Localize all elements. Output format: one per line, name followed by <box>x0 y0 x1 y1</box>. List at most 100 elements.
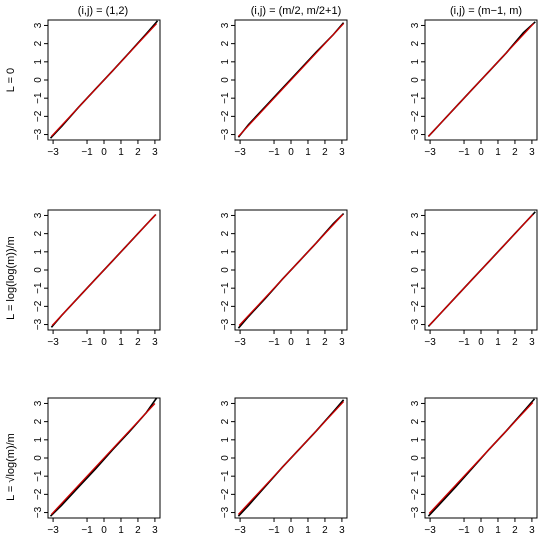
x-tick-label: 1 <box>305 525 311 536</box>
x-tick-label: 1 <box>118 147 124 158</box>
reference-line <box>428 214 534 326</box>
x-tick-label: −3 <box>234 147 246 158</box>
reference-line <box>50 23 158 137</box>
x-tick-label: −3 <box>234 525 246 536</box>
x-tick-label: 0 <box>288 337 294 348</box>
x-tick-label: 0 <box>288 525 294 536</box>
y-tick-label: 0 <box>33 77 44 83</box>
y-tick-label: 3 <box>410 400 421 406</box>
y-tick-label: 2 <box>410 40 421 46</box>
x-tick-label: 3 <box>529 147 535 158</box>
y-tick-label: 1 <box>220 249 231 255</box>
y-tick-label: 0 <box>220 267 231 273</box>
x-tick-label: 2 <box>322 525 328 536</box>
column-title-1: (i,j) = (1,2) <box>78 5 128 17</box>
x-tick-label: −3 <box>47 337 59 348</box>
y-tick-label: 1 <box>220 59 231 65</box>
y-tick-label: 2 <box>220 230 231 236</box>
y-tick-label: 2 <box>33 40 44 46</box>
x-tick-label: −1 <box>81 525 93 536</box>
y-tick-label: −1 <box>33 282 44 294</box>
x-tick-label: −1 <box>458 525 470 536</box>
y-tick-label: −3 <box>410 506 421 518</box>
y-tick-label: 1 <box>410 437 421 443</box>
x-tick-label: 0 <box>101 337 107 348</box>
x-tick-label: 0 <box>478 337 484 348</box>
row-label-1: L = 0 <box>5 68 17 92</box>
x-tick-label: 2 <box>135 147 141 158</box>
x-tick-label: −3 <box>424 147 436 158</box>
x-tick-label: 0 <box>478 147 484 158</box>
y-tick-label: −2 <box>33 300 44 312</box>
y-tick-label: −3 <box>33 128 44 140</box>
y-tick-label: 2 <box>220 418 231 424</box>
x-tick-label: 2 <box>512 337 518 348</box>
y-tick-label: 2 <box>33 230 44 236</box>
row-label-2: L = log(log(m))/m <box>5 236 17 320</box>
y-tick-label: −1 <box>33 92 44 104</box>
y-tick-label: 0 <box>410 267 421 273</box>
y-tick-label: −3 <box>33 506 44 518</box>
y-tick-label: −3 <box>410 128 421 140</box>
y-tick-label: 0 <box>33 455 44 461</box>
x-tick-label: 1 <box>305 147 311 158</box>
y-tick-label: −2 <box>410 110 421 122</box>
x-tick-label: −1 <box>458 147 470 158</box>
y-tick-label: 3 <box>33 22 44 28</box>
y-tick-label: 3 <box>220 400 231 406</box>
y-tick-label: −2 <box>220 300 231 312</box>
y-tick-label: 3 <box>33 400 44 406</box>
y-tick-label: 3 <box>220 212 231 218</box>
x-tick-label: 0 <box>478 525 484 536</box>
x-tick-label: 2 <box>322 147 328 158</box>
y-tick-label: 0 <box>410 455 421 461</box>
y-tick-label: 3 <box>220 22 231 28</box>
reference-line <box>427 23 535 137</box>
y-tick-label: −3 <box>220 318 231 330</box>
x-tick-label: −1 <box>268 525 280 536</box>
reference-line <box>238 214 344 326</box>
y-tick-label: 1 <box>33 59 44 65</box>
x-tick-label: 1 <box>118 337 124 348</box>
x-tick-label: −3 <box>47 525 59 536</box>
x-tick-label: 1 <box>118 525 124 536</box>
y-tick-label: 0 <box>33 267 44 273</box>
y-tick-label: −3 <box>410 318 421 330</box>
y-tick-label: 1 <box>410 59 421 65</box>
x-tick-label: 1 <box>495 337 501 348</box>
x-tick-label: 2 <box>512 525 518 536</box>
y-tick-label: −3 <box>220 128 231 140</box>
y-tick-label: 2 <box>410 230 421 236</box>
y-tick-label: −2 <box>220 110 231 122</box>
row-label-3: L = √log(m)/m <box>5 433 17 501</box>
x-tick-label: 3 <box>339 525 345 536</box>
reference-line <box>51 214 157 326</box>
y-tick-label: 1 <box>220 437 231 443</box>
x-tick-label: −1 <box>81 337 93 348</box>
x-tick-label: 3 <box>152 147 158 158</box>
y-tick-label: −1 <box>410 282 421 294</box>
x-tick-label: −3 <box>234 337 246 348</box>
y-tick-label: −2 <box>410 300 421 312</box>
x-tick-label: 3 <box>339 147 345 158</box>
y-tick-label: −1 <box>410 92 421 104</box>
x-tick-label: 3 <box>152 337 158 348</box>
x-tick-label: 3 <box>529 337 535 348</box>
y-tick-label: −3 <box>220 506 231 518</box>
y-tick-label: −2 <box>33 488 44 500</box>
x-tick-label: 2 <box>135 525 141 536</box>
y-tick-label: −2 <box>220 488 231 500</box>
x-tick-label: 2 <box>322 337 328 348</box>
x-tick-label: 1 <box>495 525 501 536</box>
y-tick-label: −2 <box>410 488 421 500</box>
x-tick-label: 3 <box>152 525 158 536</box>
